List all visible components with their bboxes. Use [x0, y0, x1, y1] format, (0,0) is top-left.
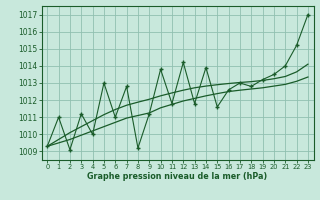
- X-axis label: Graphe pression niveau de la mer (hPa): Graphe pression niveau de la mer (hPa): [87, 172, 268, 181]
